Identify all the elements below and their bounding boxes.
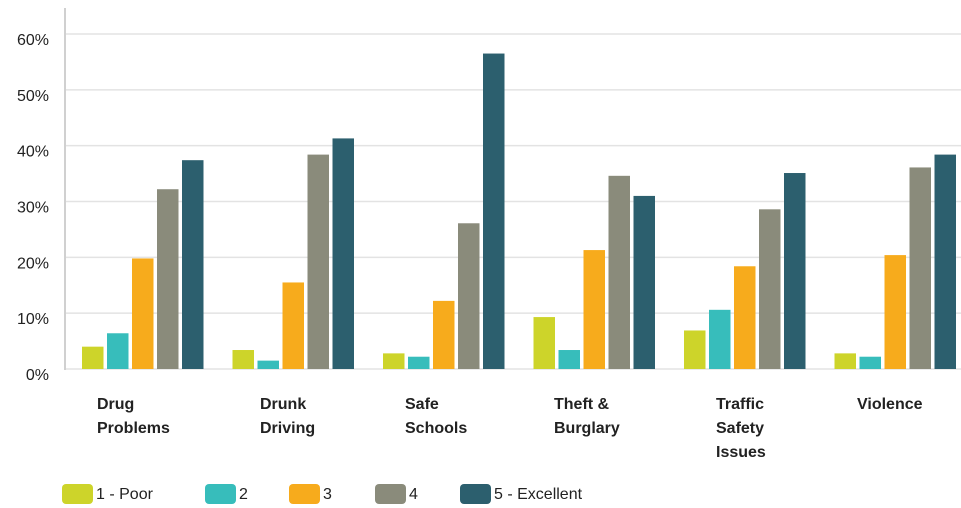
bar (859, 356, 881, 369)
x-category-label: Drug (97, 396, 134, 413)
legend-swatch (205, 484, 236, 504)
bar (709, 309, 731, 369)
x-category-label: Safe (405, 396, 439, 413)
bars (82, 53, 956, 370)
bar (232, 350, 254, 369)
x-category-label: Schools (405, 420, 467, 437)
legend-label: 2 (239, 486, 248, 503)
y-tick-label: 10% (17, 311, 49, 328)
bar (909, 167, 931, 369)
bar (583, 250, 605, 369)
x-axis-category-labels: Drug Problems Drunk Driving Safe Schools Theft… (97, 396, 923, 461)
bar (934, 154, 956, 369)
bar (784, 173, 806, 369)
x-category-label: Theft & (554, 396, 610, 413)
y-tick-label: 30% (17, 200, 49, 217)
bar (433, 300, 455, 369)
bar (408, 356, 430, 369)
bar (834, 353, 856, 369)
bar (307, 154, 329, 369)
legend-swatch (289, 484, 320, 504)
bar (558, 350, 580, 369)
x-category-label: Issues (716, 444, 766, 461)
legend-swatch (62, 484, 93, 504)
y-tick-label: 0% (26, 367, 49, 384)
x-category-label: Safety (716, 420, 764, 437)
y-tick-label: 40% (17, 144, 49, 161)
bar (82, 346, 104, 369)
bar (332, 138, 354, 369)
bar (383, 353, 405, 369)
bar (257, 360, 279, 369)
bar (684, 330, 706, 369)
bar (734, 266, 756, 369)
bar (458, 223, 480, 369)
legend-swatch (375, 484, 406, 504)
y-tick-label: 60% (17, 32, 49, 49)
bar (483, 53, 505, 370)
bar (182, 160, 204, 369)
bar (107, 333, 129, 369)
x-category-label: Problems (97, 420, 170, 437)
x-category-label: Traffic (716, 396, 764, 413)
x-category-label: Violence (857, 396, 923, 413)
bar (608, 175, 630, 369)
x-category-label: Driving (260, 420, 315, 437)
bar (884, 255, 906, 369)
x-category-label: Burglary (554, 420, 620, 437)
legend-label: 5 - Excellent (494, 486, 583, 503)
y-tick-label: 20% (17, 255, 49, 272)
gridlines (65, 33, 961, 370)
bar (533, 317, 555, 369)
bar (633, 195, 655, 369)
x-category-label: Drunk (260, 396, 306, 413)
bar (282, 282, 304, 369)
legend-label: 1 - Poor (96, 486, 154, 503)
bar (759, 209, 781, 369)
legend: 1 - Poor 2 3 4 5 - Excellent (62, 484, 583, 504)
legend-label: 3 (323, 486, 332, 503)
bar (157, 189, 179, 369)
legend-swatch (460, 484, 491, 504)
bar (132, 258, 154, 369)
legend-label: 4 (409, 486, 418, 503)
y-tick-label: 50% (17, 88, 49, 105)
y-axis-ticks: 0% 10% 20% 30% 40% 50% 60% (17, 32, 49, 384)
